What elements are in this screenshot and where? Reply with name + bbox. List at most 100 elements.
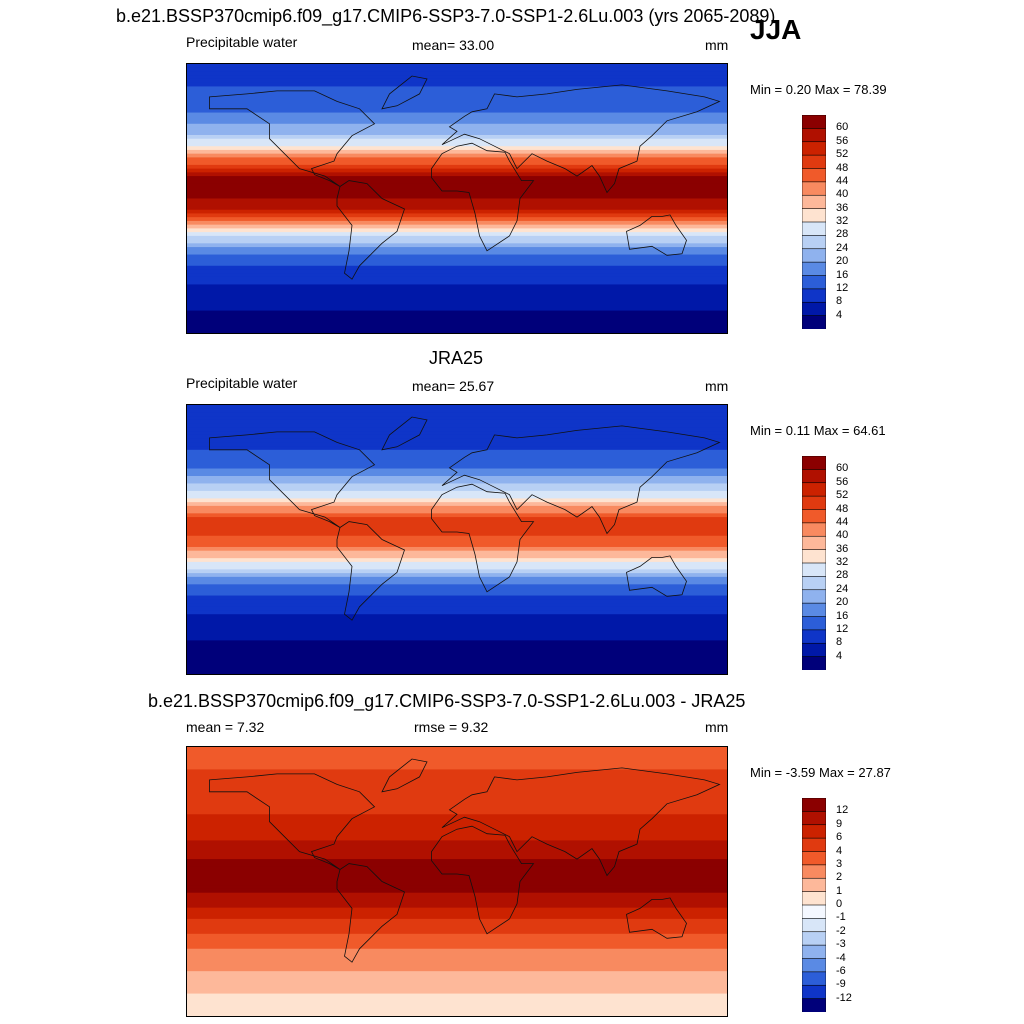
field-band [187, 494, 727, 499]
colorbar-swatch [802, 235, 826, 250]
field-band [187, 490, 727, 496]
colorbar-tick-label: 20 [836, 255, 849, 268]
field-band [187, 535, 727, 540]
field-band [187, 747, 727, 752]
field-band [187, 105, 727, 110]
colorbar-tick-label: 40 [836, 529, 849, 542]
field-band [187, 817, 727, 823]
field-band [187, 799, 727, 804]
colorbar-swatch [802, 469, 826, 484]
field-band [187, 603, 727, 608]
colorbar-tick-label: 16 [836, 268, 849, 281]
colorbar-swatch [802, 877, 826, 893]
field-band [187, 475, 727, 481]
field-band [187, 412, 727, 417]
coastline [381, 758, 428, 793]
field-band [187, 836, 727, 841]
field-band [187, 288, 727, 293]
field-band [187, 284, 727, 289]
colorbar-tick-label: 48 [836, 161, 849, 174]
colorbar-swatch [802, 958, 826, 973]
panel2-map [186, 404, 728, 675]
panel1-variable: Precipitable water [186, 34, 298, 50]
panel1-title: b.e21.BSSP370cmip6.f09_g17.CMIP6-SSP3-7.… [116, 6, 776, 26]
colorbar-tick-label: 32 [836, 556, 849, 568]
field-band [187, 161, 727, 166]
field-band [187, 870, 727, 875]
colorbar-swatch [802, 221, 826, 236]
field-band [187, 584, 727, 589]
colorbar-tick-label: -6 [836, 964, 846, 977]
field-band [187, 265, 727, 270]
field-band [187, 434, 727, 440]
field-band [187, 134, 727, 140]
coastline [209, 90, 376, 187]
field-band [187, 769, 727, 774]
field-band [187, 127, 727, 132]
field-band [187, 892, 727, 897]
field-band [187, 765, 727, 770]
field-band [187, 235, 727, 241]
field-band [187, 405, 727, 410]
field-band [187, 273, 727, 278]
field-band [187, 554, 727, 559]
field-band [187, 539, 727, 544]
field-band [187, 773, 727, 778]
field-band [187, 629, 727, 634]
colorbar-tick-label: 60 [836, 121, 849, 134]
field-band [187, 419, 727, 425]
coastline [209, 431, 376, 528]
field-band [187, 71, 727, 76]
coastline [336, 521, 405, 621]
field-band [187, 464, 727, 470]
field-band [187, 1008, 727, 1013]
field-band [187, 599, 727, 604]
field-band [187, 250, 727, 256]
field-band [187, 814, 727, 819]
field-band [187, 874, 727, 879]
field-band [187, 224, 727, 229]
field-band [187, 310, 727, 315]
colorbar-swatch [802, 944, 826, 960]
field-band [187, 948, 727, 953]
field-band [187, 617, 727, 623]
field-band [187, 194, 727, 199]
colorbar-tick-label: 32 [836, 215, 849, 227]
field-band [187, 82, 727, 87]
field-band [187, 329, 727, 333]
field-band [187, 78, 727, 84]
field-band [187, 885, 727, 890]
field-band [187, 926, 727, 931]
field-band [187, 461, 727, 466]
panel1-map-svg [187, 64, 727, 333]
colorbar-swatch [802, 798, 826, 812]
field-band [187, 120, 727, 125]
colorbar-swatch [802, 181, 826, 196]
field-band [187, 569, 727, 574]
colorbar-swatch [802, 931, 826, 946]
field-band [187, 1001, 727, 1006]
field-band [187, 900, 727, 905]
field-band [187, 239, 727, 244]
colorbar-swatch [802, 904, 826, 919]
field-band [187, 561, 727, 567]
colorbar-tick-label: 4 [836, 649, 843, 662]
field-band [187, 146, 727, 151]
field-band [187, 982, 727, 987]
colorbar-tick-label: 36 [836, 201, 849, 214]
colorbar-swatch [802, 275, 826, 290]
field-band [187, 573, 727, 578]
colorbar-tick-label: 52 [836, 148, 849, 161]
field-band [187, 280, 727, 285]
field-band [187, 662, 727, 668]
field-band [187, 832, 727, 838]
field-band [187, 915, 727, 920]
colorbar-tick-label: 56 [836, 475, 849, 488]
season-label: JJA [750, 14, 802, 45]
panel2-colorbar [802, 456, 826, 670]
coastline [431, 483, 535, 593]
colorbar-tick-label: 44 [836, 174, 849, 187]
colorbar-swatch [802, 576, 826, 591]
field-band [187, 784, 727, 789]
field-band [187, 610, 727, 615]
